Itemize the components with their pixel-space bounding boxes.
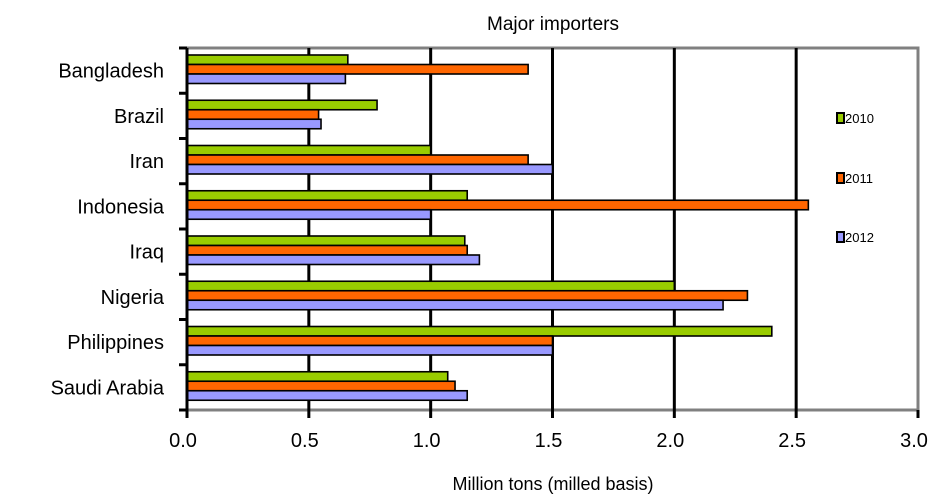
bar-2010-bangladesh bbox=[186, 54, 349, 66]
bar-2010-iraq bbox=[186, 235, 466, 247]
legend-swatch bbox=[836, 231, 845, 243]
legend: 2010 2011 2012 bbox=[836, 111, 874, 245]
bar-2011-indonesia bbox=[186, 199, 810, 211]
bar-2011-iraq bbox=[186, 244, 469, 256]
category-label: Bangladesh bbox=[58, 61, 164, 83]
legend-swatch bbox=[836, 172, 845, 184]
category-label: Saudi Arabia bbox=[51, 377, 165, 399]
x-tick-label: 2.5 bbox=[778, 430, 806, 452]
x-tick-label: 0.0 bbox=[169, 430, 197, 452]
category-labels: Bangladesh Brazil Iran Indonesia Iraq Nigeria… bbox=[51, 61, 165, 400]
legend-label: 2012 bbox=[845, 230, 874, 245]
legend-label: 2010 bbox=[845, 111, 874, 126]
x-tick-label: 3.0 bbox=[900, 430, 928, 452]
bar-2010-philippines bbox=[186, 325, 773, 337]
legend-label: 2011 bbox=[845, 171, 873, 186]
bar-2011-bangladesh bbox=[186, 63, 529, 75]
bar-2012-brazil bbox=[186, 118, 322, 130]
category-label: Philippines bbox=[67, 332, 164, 354]
x-tick-label: 1.5 bbox=[535, 430, 563, 452]
x-tick-labels: 0.0 0.5 1.0 1.5 2.0 2.5 3.0 bbox=[169, 430, 928, 452]
bar-2012-iraq bbox=[186, 254, 481, 266]
bar-2012-nigeria bbox=[186, 299, 724, 311]
bar-2012-bangladesh bbox=[186, 73, 347, 85]
bar-2010-iran bbox=[186, 144, 432, 156]
bars bbox=[186, 54, 810, 402]
category-label: Indonesia bbox=[77, 196, 165, 218]
bar-2010-saudi-arabia bbox=[186, 370, 449, 383]
bar-2011-saudi-arabia bbox=[186, 380, 456, 392]
category-label: Nigeria bbox=[101, 287, 165, 309]
bar-2010-indonesia bbox=[186, 189, 469, 202]
category-label: Iraq bbox=[130, 242, 164, 264]
x-axis-title: Million tons (milled basis) bbox=[452, 474, 653, 494]
bar-2011-iran bbox=[186, 154, 529, 166]
x-tick-label: 1.0 bbox=[413, 430, 441, 452]
bar-2010-nigeria bbox=[186, 280, 676, 292]
bar-2012-indonesia bbox=[186, 208, 432, 221]
bar-2012-philippines bbox=[186, 344, 554, 356]
bar-2010-brazil bbox=[186, 99, 378, 111]
bar-2011-brazil bbox=[186, 108, 320, 121]
bar-2011-nigeria bbox=[186, 289, 749, 302]
x-tick-label: 2.0 bbox=[656, 430, 684, 452]
category-label: Brazil bbox=[114, 106, 164, 128]
chart-title: Major importers bbox=[487, 14, 619, 35]
category-label: Iran bbox=[130, 151, 164, 173]
bar-2012-iran bbox=[186, 163, 554, 175]
bar-2011-philippines bbox=[186, 335, 554, 347]
legend-swatch bbox=[836, 112, 845, 124]
axes bbox=[179, 46, 920, 418]
x-tick-label: 0.5 bbox=[291, 430, 319, 452]
bar-2012-saudi-arabia bbox=[186, 389, 469, 402]
